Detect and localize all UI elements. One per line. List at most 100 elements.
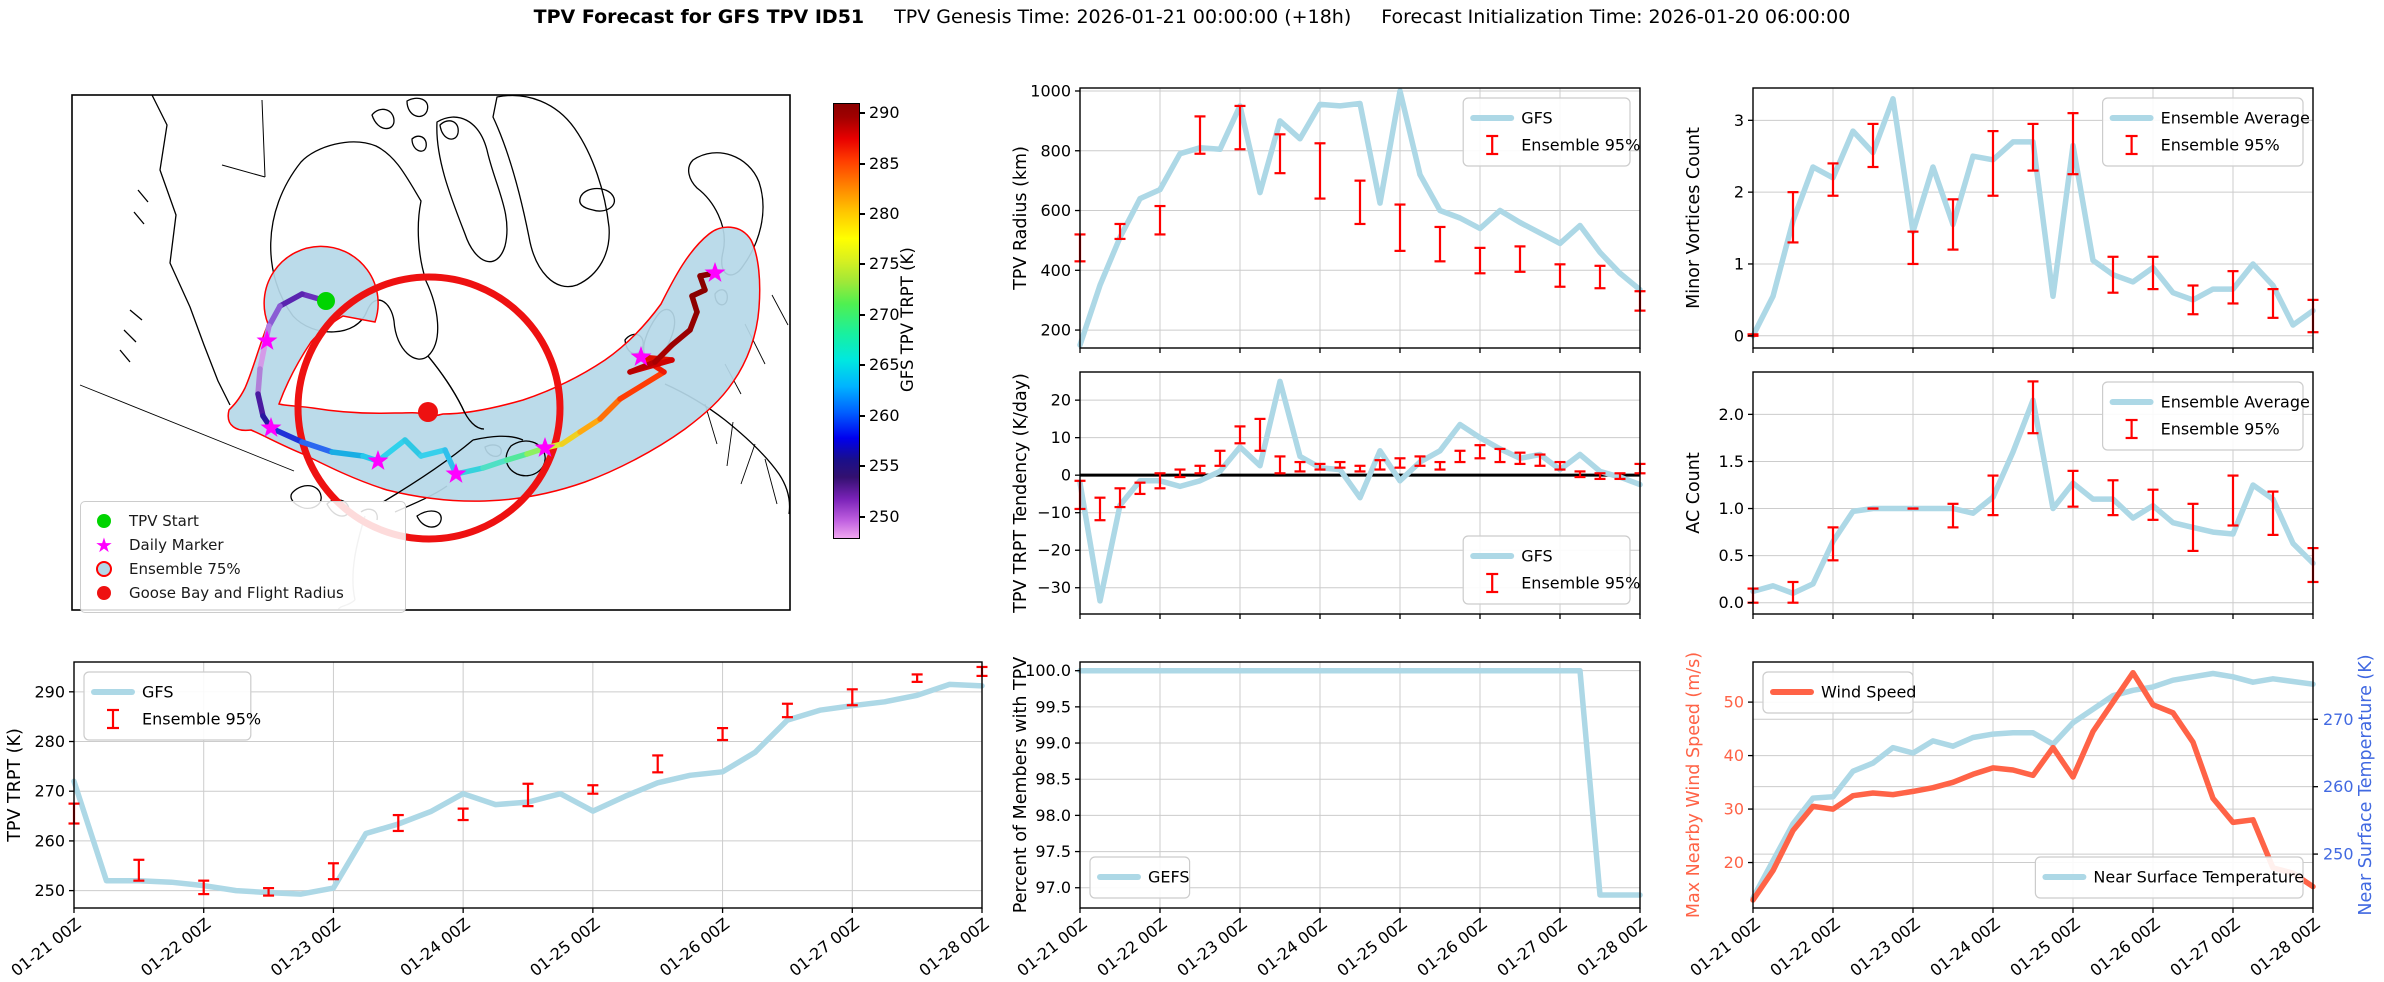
x-tick-label: 01-23 00Z — [267, 914, 344, 980]
svg-text:98.5: 98.5 — [1035, 770, 1071, 789]
svg-text:100.0: 100.0 — [1025, 661, 1071, 680]
svg-text:1: 1 — [1734, 254, 1744, 273]
legend-entry-label: Near Surface Temperature — [2093, 868, 2304, 887]
tpv-start-marker — [317, 292, 335, 310]
ensemble-95-errorbars — [1747, 112, 2319, 337]
ensemble-95-errorbars — [1074, 417, 1646, 522]
axes: 0 1 2 3 — [1734, 87, 2314, 353]
colorbar-tick-label: 280 — [869, 204, 900, 224]
y-axis-label: Max Nearby Wind Speed (m/s) — [1684, 652, 1704, 918]
svg-text:2.0: 2.0 — [1719, 405, 1744, 424]
chart-legend: GFS Ensemble 95% — [1462, 535, 1640, 605]
chart-trpt_tendency: −30 −20 −10 0 10 20 TPV TRPT Tendency (K/day) G… — [1011, 371, 1646, 619]
figure-title: TPV Forecast for GFS TPV ID51 TPV Genesi… — [0, 6, 2384, 28]
chart-legend: GEFS — [1089, 856, 1191, 899]
x-tick-label: 01-21 00Z — [1686, 914, 1763, 980]
svg-text:30: 30 — [1724, 800, 1744, 819]
chart-legend: Ensemble Average Ensemble 95% — [2102, 381, 2310, 451]
ensemble-95-errorbars — [68, 665, 988, 897]
x-tick-label: 01-28 00Z — [1573, 914, 1650, 980]
colorbar-label: GFS TPV TRPT (K) — [898, 247, 917, 393]
legend-entry-label: Ensemble Average — [2161, 109, 2310, 128]
colorbar-tick — [859, 162, 865, 165]
colorbar-tick — [859, 465, 865, 468]
svg-text:99.0: 99.0 — [1035, 734, 1071, 753]
svg-text:270: 270 — [2323, 710, 2354, 729]
tpv-track — [255, 270, 718, 477]
svg-text:800: 800 — [1040, 141, 1071, 160]
chart-legend: GFS Ensemble 95% — [1462, 97, 1640, 167]
svg-text:40: 40 — [1724, 746, 1744, 765]
ensemble-95-errorbars — [1074, 104, 1646, 312]
svg-text:260: 260 — [34, 831, 65, 850]
ensemble-95-errorbars — [1747, 380, 2319, 604]
legend-entry-label: GFS — [1521, 547, 1552, 566]
ensemble-75-icon — [93, 561, 115, 577]
chart-minor_vortices: 0 1 2 3 Minor Vortices Count Ensemble Average… — [1684, 87, 2319, 353]
chart-wind_temp: 20 30 40 50 01-21 00Z 01-22 00Z 01-23 00Z 01-24… — [1684, 652, 2376, 980]
legend-label: Goose Bay and Flight Radius — [129, 584, 344, 602]
x-tick-label: 01-25 00Z — [2006, 914, 2083, 980]
map-legend: TPV Start ★ Daily Marker Ensemble 75% Go… — [80, 501, 406, 613]
svg-text:99.5: 99.5 — [1035, 697, 1071, 716]
svg-text:200: 200 — [1040, 321, 1071, 340]
y-axis-label: Minor Vortices Count — [1684, 127, 1704, 309]
colorbar-tick-label: 290 — [869, 103, 900, 123]
svg-text:20: 20 — [1051, 391, 1071, 410]
x-tick-label: 01-27 00Z — [786, 914, 863, 980]
near-surface-temperature-line — [1750, 670, 2316, 901]
gfs-line — [1077, 378, 1643, 604]
coastlines-overlay — [382, 355, 546, 503]
svg-text:0: 0 — [1061, 466, 1071, 485]
wind-speed-line — [1750, 669, 2316, 903]
x-tick-label: 01-22 00Z — [1093, 914, 1170, 980]
y-axis-label: TPV TRPT (K) — [5, 728, 25, 843]
svg-text:−10: −10 — [1037, 503, 1071, 522]
colorbar-tick — [859, 213, 865, 216]
legend-item-daily-marker: ★ Daily Marker — [93, 533, 393, 557]
flight-radius-circle — [294, 273, 564, 543]
gridlines — [1079, 372, 1641, 614]
axes: 250 260 270 280 290 01-21 00Z 01-22 00Z 01-23 0… — [7, 661, 992, 980]
svg-text:290: 290 — [34, 682, 65, 701]
svg-text:3: 3 — [1734, 111, 1744, 130]
colorbar-tick-label: 270 — [869, 304, 900, 324]
gfs-line — [1077, 88, 1643, 348]
gridlines — [1752, 662, 2314, 908]
svg-text:20: 20 — [1724, 853, 1744, 872]
colorbar-tick-label: 250 — [869, 506, 900, 526]
legend-entry-label: GEFS — [1148, 868, 1190, 887]
svg-text:98.0: 98.0 — [1035, 806, 1071, 825]
x-tick-label: 01-22 00Z — [1766, 914, 1843, 980]
axes: 200 400 600 800 1000 — [1030, 81, 1641, 353]
colorbar-tick — [859, 515, 865, 518]
x-tick-label: 01-22 00Z — [137, 914, 214, 980]
legend-entry-label: Ensemble 95% — [1521, 574, 1640, 593]
gridlines — [1752, 372, 2314, 614]
svg-text:97.5: 97.5 — [1035, 842, 1071, 861]
daily-marker-icon: ★ — [95, 533, 113, 557]
colorbar-tick-label: 260 — [869, 405, 900, 425]
x-tick-label: 01-26 00Z — [2086, 914, 2163, 980]
axes: 20 30 40 50 01-21 00Z 01-22 00Z 01-23 00Z 01-24… — [1686, 661, 2354, 980]
legend-entry-label: Wind Speed — [1821, 683, 1916, 702]
svg-text:97.0: 97.0 — [1035, 878, 1071, 897]
svg-text:400: 400 — [1040, 261, 1071, 280]
colorbar-tick — [859, 112, 865, 115]
gridlines — [73, 662, 983, 908]
svg-text:0.0: 0.0 — [1719, 593, 1744, 612]
svg-text:250: 250 — [34, 881, 65, 900]
colorbar — [833, 103, 860, 539]
x-tick-label: 01-26 00Z — [656, 914, 733, 980]
legend-label: TPV Start — [129, 512, 199, 530]
svg-text:0.5: 0.5 — [1719, 546, 1744, 565]
x-tick-label: 01-24 00Z — [397, 914, 474, 980]
us-border-line — [79, 384, 295, 472]
x-tick-label: 01-24 00Z — [1253, 914, 1330, 980]
svg-text:260: 260 — [2323, 777, 2354, 796]
svg-text:1.5: 1.5 — [1719, 452, 1744, 471]
legend-item-goose-bay: Goose Bay and Flight Radius — [93, 581, 393, 605]
